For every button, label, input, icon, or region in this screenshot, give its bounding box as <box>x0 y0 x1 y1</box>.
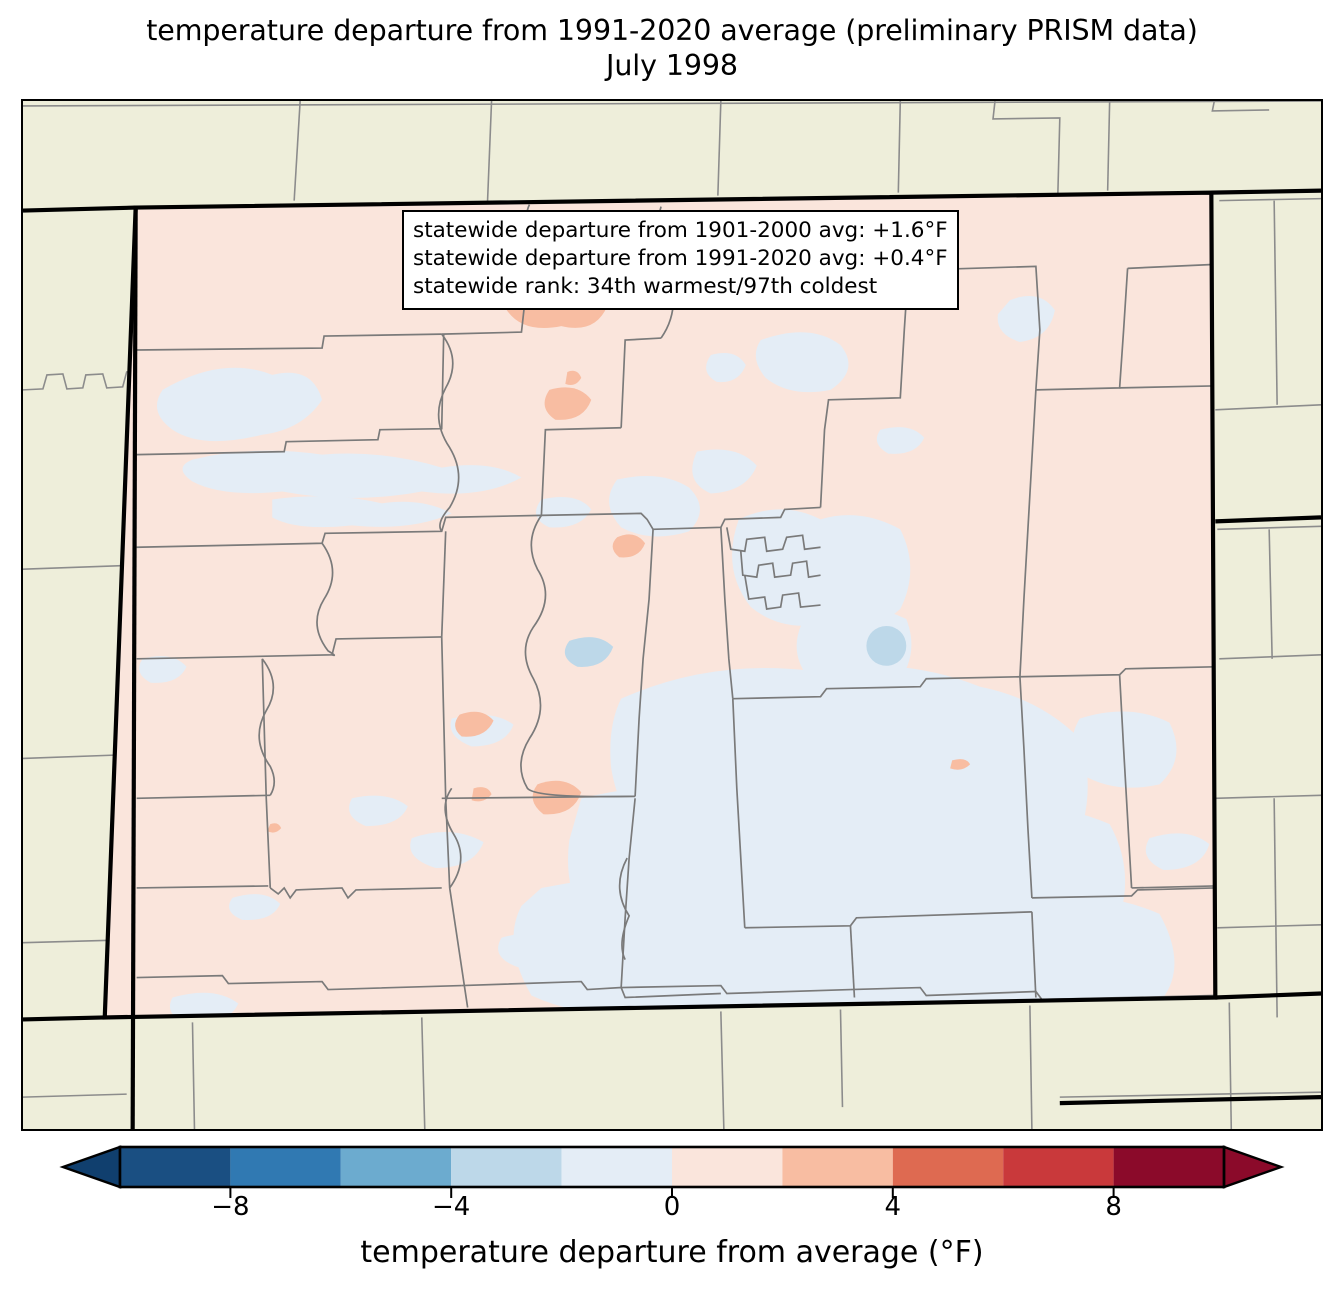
colorbar-band <box>672 1147 783 1187</box>
colorbar-band <box>1003 1147 1114 1187</box>
colorbar-axis-label: temperature departure from average (°F) <box>360 1235 984 1270</box>
colorbar-band <box>782 1147 893 1187</box>
colorbar-band <box>340 1147 452 1187</box>
title-line-2: July 1998 <box>606 48 738 82</box>
stats-line-2: statewide departure from 1991-2020 avg: … <box>413 245 948 271</box>
colorbar-band <box>892 1147 1004 1187</box>
colorbar-tick-label: −8 <box>211 1192 250 1222</box>
colorbar-tick-label: −4 <box>432 1192 471 1222</box>
cool-point-anomaly <box>866 625 907 666</box>
colorbar-tick-label: 8 <box>1105 1192 1122 1222</box>
colorbar-extend-min <box>59 1145 122 1189</box>
colorbar-band <box>230 1147 341 1187</box>
stats-line-1: statewide departure from 1901-2000 avg: … <box>413 218 948 243</box>
colorbar-extend-max <box>1222 1145 1285 1189</box>
anomaly-band-cool <box>139 296 1210 1018</box>
stats-line-3: statewide rank: 34th warmest/97th coldes… <box>413 273 878 299</box>
neighbor-state-borders <box>23 188 1321 1129</box>
colorbar-band <box>1113 1147 1224 1187</box>
colorbar-band-group <box>59 1145 1285 1189</box>
colorbar-tick-marks <box>229 1187 1115 1198</box>
colorbar-band <box>120 1147 231 1187</box>
title-line-1: temperature departure from 1991-2020 ave… <box>146 14 1198 47</box>
anomaly-band-cool-2 <box>564 625 907 667</box>
colorbar-band <box>561 1147 672 1187</box>
colorbar-swatches <box>59 1145 1285 1198</box>
map-canvas[interactable]: statewide departure from 1901-2000 avg: … <box>21 99 1323 1131</box>
colorbar-band <box>451 1147 562 1187</box>
page-title: temperature departure from 1991-2020 ave… <box>0 14 1344 84</box>
colorbar-tick-label: 4 <box>884 1192 902 1222</box>
statewide-stats-box: statewide departure from 1901-2000 avg: … <box>402 210 959 310</box>
colorbar-tick-label: 0 <box>663 1192 681 1222</box>
colorbar: −8 −4 0 4 8 temperature departure from avera… <box>0 1140 1344 1299</box>
